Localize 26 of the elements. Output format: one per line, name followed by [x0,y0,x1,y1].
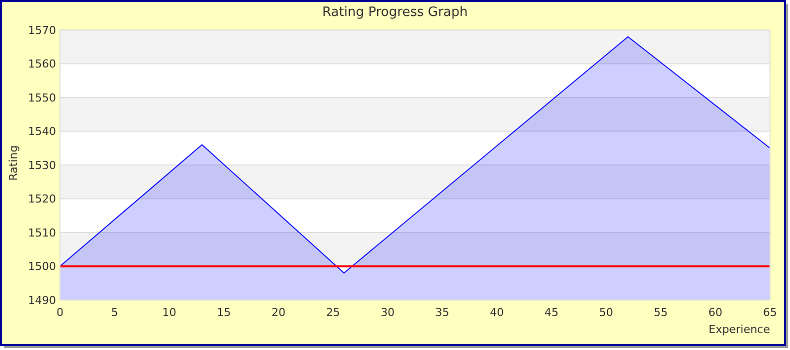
x-tick-label: 15 [216,306,231,319]
x-tick-label: 45 [544,306,559,319]
y-tick-label: 1550 [28,91,56,104]
x-tick-label: 30 [380,306,395,319]
x-tick-label: 5 [111,306,118,319]
y-tick-label: 1530 [28,158,56,172]
y-axis-title: Rating [7,145,20,181]
x-tick-label: 50 [599,306,614,319]
y-tick-label: 1560 [28,58,56,71]
y-tick-label: 1520 [28,192,56,206]
y-tick-label: 1570 [28,24,56,37]
x-tick-label: 40 [490,306,504,319]
x-tick-label: 0 [56,306,64,319]
y-tick-label: 1500 [28,260,56,274]
x-tick-label: 20 [271,306,286,319]
x-tick-label: 25 [326,306,340,319]
y-tick-label: 1490 [28,294,56,307]
chart-title: Rating Progress Graph [322,5,468,20]
x-tick-label: 65 [763,306,777,319]
y-tick-label: 1510 [28,226,56,240]
x-tick-label: 60 [708,306,722,319]
x-tick-label: 35 [435,306,450,319]
x-axis-title: Experience [708,323,770,336]
x-tick-label: 55 [654,306,668,319]
y-tick-label: 1540 [28,125,56,138]
x-tick-label: 10 [162,306,176,319]
